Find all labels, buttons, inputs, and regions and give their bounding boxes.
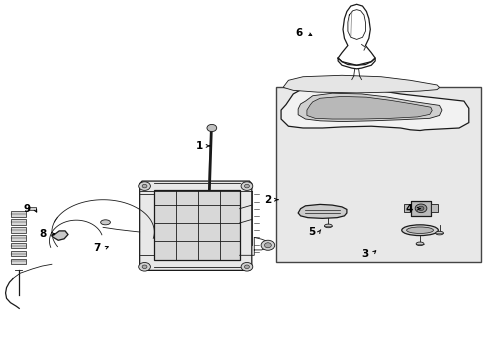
Circle shape [264, 243, 271, 248]
Text: 9: 9 [24, 204, 31, 214]
Polygon shape [306, 96, 431, 119]
Circle shape [261, 240, 274, 250]
Ellipse shape [401, 225, 437, 235]
Polygon shape [140, 181, 251, 270]
Circle shape [244, 184, 249, 188]
Bar [27, 207, 36, 211]
Bar [11, 258, 26, 264]
Bar [11, 227, 26, 233]
Text: 7: 7 [93, 243, 101, 253]
Polygon shape [281, 87, 468, 131]
Bar [430, 204, 437, 212]
Bar [11, 235, 26, 240]
Bar [11, 243, 26, 248]
Ellipse shape [406, 227, 432, 233]
Bar [11, 211, 26, 217]
Circle shape [417, 206, 423, 211]
Circle shape [414, 204, 426, 213]
Bar [410, 201, 430, 216]
Circle shape [241, 182, 252, 190]
Polygon shape [52, 231, 68, 240]
Bar [154, 190, 239, 260]
Text: 6: 6 [295, 28, 303, 38]
Text: 5: 5 [307, 227, 315, 237]
Ellipse shape [101, 220, 110, 225]
Text: 8: 8 [40, 229, 47, 239]
Bar [404, 204, 410, 212]
Bar [11, 251, 26, 256]
Text: 1: 1 [195, 141, 203, 151]
Circle shape [142, 184, 147, 188]
Ellipse shape [415, 242, 423, 246]
Circle shape [139, 182, 150, 190]
Ellipse shape [324, 224, 331, 228]
Text: 2: 2 [264, 195, 271, 205]
Polygon shape [283, 75, 439, 93]
Circle shape [241, 262, 252, 271]
Text: 4: 4 [405, 204, 412, 214]
Ellipse shape [435, 231, 443, 235]
Circle shape [244, 265, 249, 269]
Circle shape [142, 265, 147, 269]
Polygon shape [298, 204, 346, 219]
Bar [276, 87, 480, 262]
Bar [11, 219, 26, 225]
Polygon shape [298, 93, 441, 122]
Text: 3: 3 [361, 248, 368, 258]
Circle shape [206, 125, 216, 132]
Circle shape [139, 262, 150, 271]
